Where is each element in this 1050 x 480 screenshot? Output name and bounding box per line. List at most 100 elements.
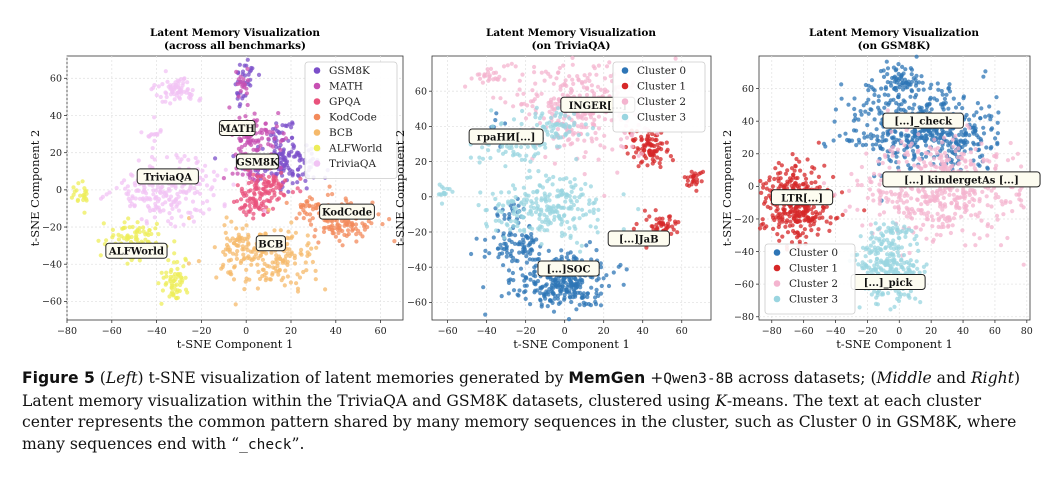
data-point [358,231,363,236]
data-point [585,85,590,90]
data-point [554,76,559,81]
data-point [790,223,795,228]
data-point [192,186,197,191]
data-point [96,238,101,243]
data-point [172,283,177,288]
data-point [256,186,261,191]
data-point [909,79,915,84]
data-point [292,261,298,266]
data-point [931,156,937,161]
data-point [268,277,273,282]
data-point [547,120,552,125]
data-point [657,145,662,150]
data-point [975,142,980,147]
data-point [636,164,641,169]
data-point [489,108,494,113]
data-point [200,177,205,182]
data-point [196,259,201,264]
data-point [630,144,635,149]
data-point [802,218,807,223]
data-point [203,163,208,168]
data-point [930,218,936,223]
data-point [922,160,927,165]
data-point [886,225,891,230]
data-point [947,82,952,87]
data-point [796,213,801,218]
data-point [222,204,227,209]
data-point [591,64,596,69]
data-point [598,291,604,296]
data-point [951,216,957,221]
caption-segment: across datasets; ( [733,369,877,387]
data-point [128,172,134,177]
data-point [895,250,900,255]
data-point [125,184,130,189]
data-point [175,259,180,265]
data-point [512,186,518,191]
cluster-label-box [319,203,375,220]
cluster-center-label: LTR[...] [770,189,834,206]
data-point [908,211,913,216]
data-point [916,248,921,253]
data-point [574,157,579,162]
data-point [869,270,874,275]
data-point [501,263,506,268]
data-point [562,275,567,280]
data-point [946,148,952,153]
data-point [981,74,986,79]
data-point [905,150,910,155]
data-point [962,205,967,210]
data-point [780,215,785,220]
data-point [880,160,885,166]
data-point [241,77,246,82]
data-point [896,253,901,258]
data-point [179,86,184,91]
data-point [658,157,663,162]
data-point [152,115,157,120]
data-point [866,111,871,116]
data-point [939,159,945,164]
x-axis-label: t-SNE Component 1 [836,337,953,351]
data-point [504,254,509,259]
data-point [934,131,939,136]
data-point [509,61,514,66]
data-point [170,206,175,211]
data-point [244,91,249,96]
data-point [909,89,915,94]
data-point [859,164,865,170]
data-point [909,206,915,212]
data-point [224,242,230,248]
data-point [582,172,587,177]
data-point [642,208,648,213]
data-point [110,235,115,240]
data-point [575,113,580,118]
data-point [136,188,141,193]
data-point [940,140,945,145]
data-point [336,225,341,231]
data-point [862,208,867,213]
data-point [969,162,974,167]
data-point [588,224,593,229]
data-point [531,205,536,211]
data-point [875,137,880,143]
data-point [923,199,928,204]
data-point [241,252,246,257]
data-point [537,212,542,217]
data-point [528,251,533,256]
data-point [535,204,540,209]
data-point [141,225,146,230]
data-point [80,179,85,184]
legend-entry: TriviaQA [329,158,377,170]
data-point [243,190,248,196]
data-point [805,157,810,162]
data-point [816,140,821,145]
data-point [252,187,257,192]
data-point [168,269,173,275]
data-point [989,127,994,132]
data-point [874,262,880,267]
data-point [554,256,559,262]
data-point [698,170,704,175]
data-point [963,243,968,248]
data-point [178,271,183,277]
data-point [582,112,587,117]
